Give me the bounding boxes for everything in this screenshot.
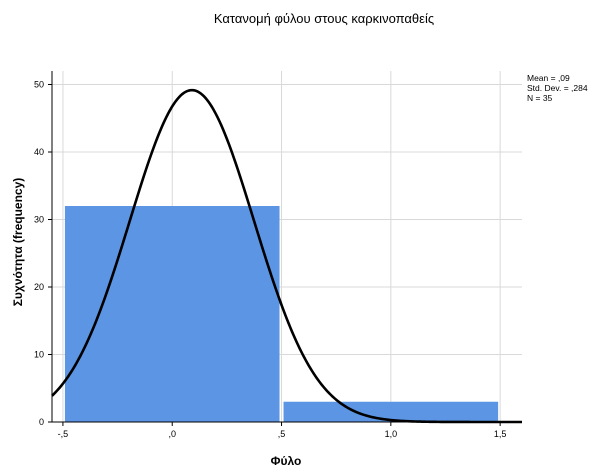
histogram-bar-1 [64,206,280,422]
x-axis-label: Φύλο [271,454,302,468]
y-tick-label-5: 50 [34,80,44,90]
x-tick-label-1: ,0 [168,429,176,439]
y-tick-label-1: 10 [34,350,44,360]
stats-n: N = 35 [527,93,553,103]
x-tick-label-4: 1,5 [494,429,507,439]
y-tick-label-2: 20 [34,282,44,292]
y-tick-label-4: 40 [34,147,44,157]
y-tick-label-3: 30 [34,215,44,225]
chart-title: Κατανομή φύλου στους καρκινοπαθείς [214,11,434,26]
x-tick-label-0: -,5 [58,429,69,439]
x-tick-label-3: 1,0 [385,429,398,439]
y-axis-label: Συχνότητα (frequency) [11,178,25,307]
normal-curve [51,88,522,424]
x-tick-label-2: ,5 [278,429,286,439]
stats-std-dev: Std. Dev. = ,284 [527,83,588,93]
histogram-bar-2 [283,401,499,422]
stats-mean: Mean = ,09 [527,73,570,83]
stats-box: Mean = ,09 Std. Dev. = ,284 N = 35 [527,73,588,103]
y-tick-label-0: 0 [39,417,44,427]
plot-area: 0 10 20 30 40 50 -,5 ,0 ,5 1,0 1,5 [34,71,522,439]
